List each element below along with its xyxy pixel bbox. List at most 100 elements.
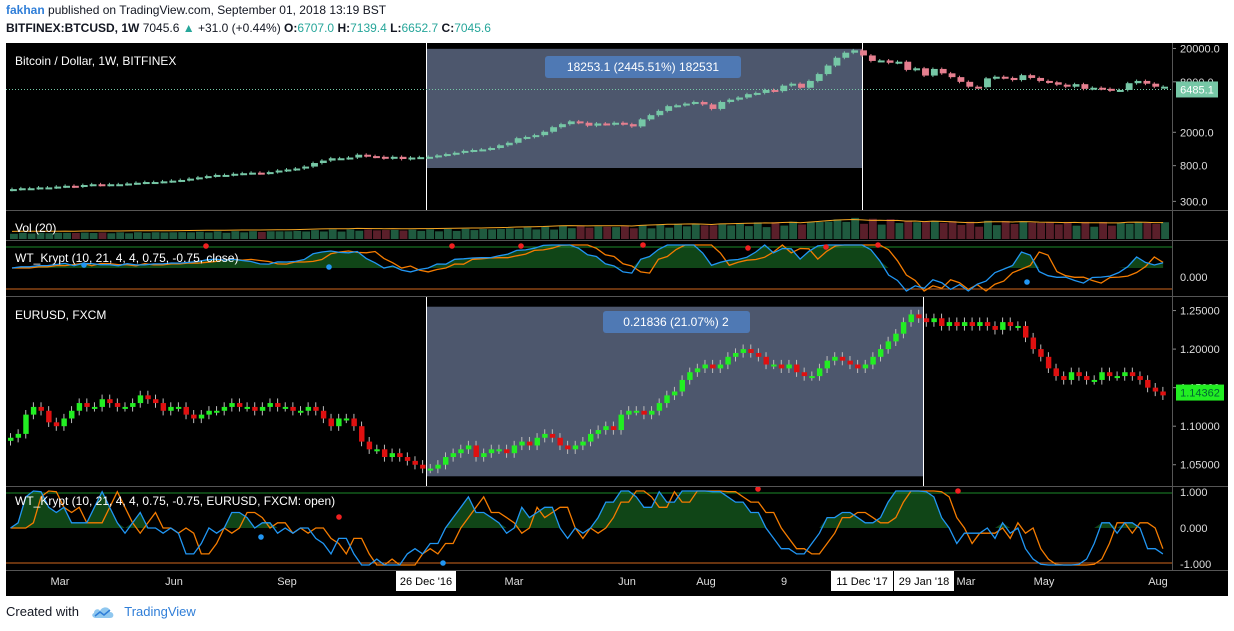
time-axis-label: Aug <box>1148 576 1168 588</box>
btc-candle <box>514 136 522 145</box>
volume-bar <box>169 232 178 239</box>
eur-candle <box>488 444 495 458</box>
time-axis-label: 9 <box>781 576 787 588</box>
last-price: 7045.6 <box>142 21 180 35</box>
eur-candle <box>198 410 205 424</box>
eur-candle <box>465 440 472 454</box>
volume-bar <box>390 229 399 239</box>
eur-candle <box>656 398 663 416</box>
author-name[interactable]: fakhan <box>6 3 45 17</box>
eur-candle <box>137 390 144 408</box>
btc-candle <box>328 156 336 163</box>
btc-candle <box>54 185 62 189</box>
eur-candle <box>694 363 701 377</box>
volume-bar <box>1143 222 1152 239</box>
btc-candle <box>1010 76 1018 82</box>
eur-candle <box>603 421 609 435</box>
eur-candle <box>1030 332 1037 354</box>
btc-candle <box>824 64 832 76</box>
volume-bar <box>806 222 815 239</box>
btc-candle <box>417 155 425 160</box>
volume-bar <box>1116 222 1125 239</box>
eur-candle <box>916 309 922 323</box>
volume-bar <box>966 221 975 239</box>
eurusd-price-pane[interactable] <box>8 297 1166 486</box>
btc-candle <box>80 183 88 189</box>
eur-candle <box>130 398 136 412</box>
volume-bar <box>992 225 1001 239</box>
btc-candle <box>151 180 159 185</box>
volume-bar <box>771 222 780 239</box>
volume-bar <box>497 228 505 239</box>
volume-bar <box>426 229 435 239</box>
wt-cross-dot <box>875 242 881 248</box>
time-axis-label: Mar <box>957 576 976 588</box>
volume-bar <box>1081 221 1090 239</box>
btc-candle <box>36 185 44 190</box>
eur-candle <box>175 402 182 412</box>
volume-title: Vol (20) <box>15 221 56 235</box>
eur-candle <box>992 321 998 335</box>
wt-cross-dot <box>518 243 524 249</box>
time-axis-label: Jun <box>618 576 636 588</box>
wt-cross-dot <box>823 244 829 250</box>
price-change: +31.0 (+0.44%) <box>197 21 281 35</box>
btc-candle <box>1161 85 1168 89</box>
eur-candle <box>847 356 853 370</box>
volume-bar <box>417 230 426 239</box>
wt-orange-line <box>12 244 1164 292</box>
volume-bar <box>63 232 71 239</box>
btc-candle <box>612 121 619 126</box>
eur-candle <box>420 460 426 474</box>
volume-bar <box>381 230 390 239</box>
eur-candle <box>305 402 312 416</box>
volume-bar <box>868 218 877 239</box>
volume-bar <box>1099 221 1108 239</box>
tradingview-link[interactable]: TradingView <box>124 604 196 619</box>
btc-candle <box>948 71 956 79</box>
btc-candle <box>1108 87 1115 93</box>
volume-bar <box>939 222 948 239</box>
eur-last-price: 1.14362 <box>1180 388 1220 400</box>
btc-candle <box>523 135 531 140</box>
eur-candle <box>1061 371 1067 385</box>
eur-y-tick-label: 1.25000 <box>1180 306 1220 318</box>
eur-candle <box>504 444 510 458</box>
eur-y-tick-label: 1.10000 <box>1180 421 1220 433</box>
btc-candle <box>1134 79 1142 85</box>
btc-candle <box>798 82 805 90</box>
btc-candle <box>195 175 203 181</box>
eur-candle <box>496 444 502 454</box>
volume-bar <box>913 222 922 239</box>
volume-bar <box>647 228 656 239</box>
btc-candle <box>744 92 752 99</box>
created-with-text: Created with <box>6 604 79 619</box>
btc-candle <box>311 161 318 169</box>
eur-candle <box>244 402 251 412</box>
chart-canvas[interactable]: 20000.08000.02000.0800.0300.00.0001.2500… <box>6 43 1228 596</box>
eur-candle <box>839 352 846 366</box>
volume-bar <box>629 228 638 239</box>
eur-candle <box>1053 363 1059 381</box>
btc-candle <box>213 173 221 178</box>
volume-bar <box>257 231 266 239</box>
btc-candle <box>691 100 699 106</box>
eur-candle <box>359 421 365 447</box>
btc-last-price: 6485.1 <box>1180 84 1214 96</box>
btc-candle <box>762 88 770 95</box>
btc-candle <box>142 180 150 185</box>
volume-bar <box>1108 225 1116 239</box>
eur-candle <box>519 436 525 451</box>
btc-candle <box>1063 83 1071 89</box>
volume-bar <box>1072 225 1081 239</box>
volume-bar <box>178 232 187 239</box>
volume-bar <box>319 231 328 239</box>
volume-bar <box>541 226 550 239</box>
eur-candle <box>84 398 90 412</box>
volume-bar <box>337 231 346 239</box>
wt-cross-dot <box>449 243 455 249</box>
eur-candle <box>748 344 754 358</box>
volume-bar <box>665 227 674 239</box>
eur-candle <box>61 413 67 431</box>
eur-candle <box>1114 371 1121 381</box>
